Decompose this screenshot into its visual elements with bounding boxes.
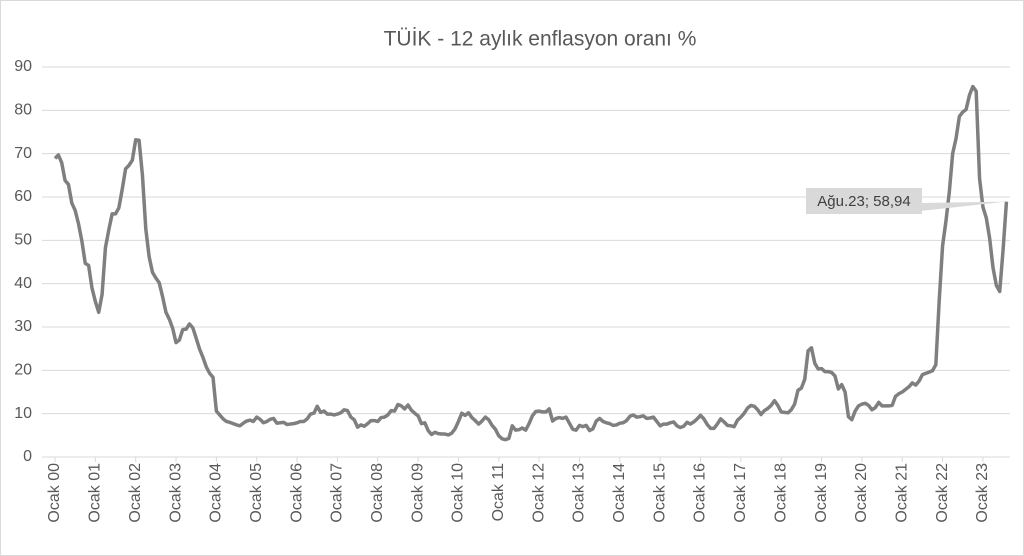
y-tick-label: 30 (14, 318, 32, 335)
y-tick-label: 70 (14, 145, 32, 162)
y-tick-label: 40 (14, 275, 32, 292)
chart-title: TÜİK - 12 aylık enflasyon oranı % (384, 28, 697, 51)
annotation-leader (920, 201, 1007, 211)
y-tick-label: 10 (14, 405, 32, 422)
x-tick-label: Ocak 20 (853, 463, 870, 523)
x-tick-label: Ocak 03 (167, 463, 184, 523)
x-tick-label: Ocak 07 (329, 463, 346, 523)
y-tick-label: 60 (14, 188, 32, 205)
x-tick-label: Ocak 23 (974, 463, 991, 523)
x-tick-label: Ocak 11 (490, 463, 507, 522)
y-tick-label: 20 (14, 362, 32, 379)
y-tick-label: 80 (14, 102, 32, 119)
y-tick-label: 50 (14, 232, 32, 249)
x-tick-label: Ocak 04 (208, 463, 225, 523)
x-tick-label: Ocak 13 (571, 463, 588, 523)
x-tick-label: Ocak 06 (288, 463, 305, 523)
x-tick-label: Ocak 05 (248, 463, 265, 523)
x-tick-label: Ocak 09 (409, 463, 426, 523)
x-tick-label: Ocak 10 (450, 463, 467, 523)
x-tick-label: Ocak 00 (46, 463, 63, 523)
y-tick-label: 0 (23, 448, 32, 465)
annotation-box (806, 188, 922, 214)
annotation: Ağu.23; 58,94 (817, 193, 910, 210)
x-tick-label: Ocak 12 (530, 463, 547, 523)
x-tick-label: Ocak 19 (813, 463, 830, 523)
x-tick-label: Ocak 22 (934, 463, 951, 523)
x-tick-label: Ocak 16 (692, 463, 709, 523)
x-tick-label: Ocak 02 (127, 463, 144, 523)
x-tick-label: Ocak 17 (732, 463, 749, 523)
line-series (53, 84, 1009, 442)
x-tick-label: Ocak 18 (772, 463, 789, 523)
y-tick-label: 90 (14, 58, 32, 75)
x-tick-label: Ocak 15 (651, 463, 668, 523)
x-tick-label: Ocak 14 (611, 463, 628, 523)
x-tick-label: Ocak 01 (87, 463, 104, 523)
x-tick-label: Ocak 08 (369, 463, 386, 523)
x-tick-label: Ocak 21 (893, 463, 910, 523)
